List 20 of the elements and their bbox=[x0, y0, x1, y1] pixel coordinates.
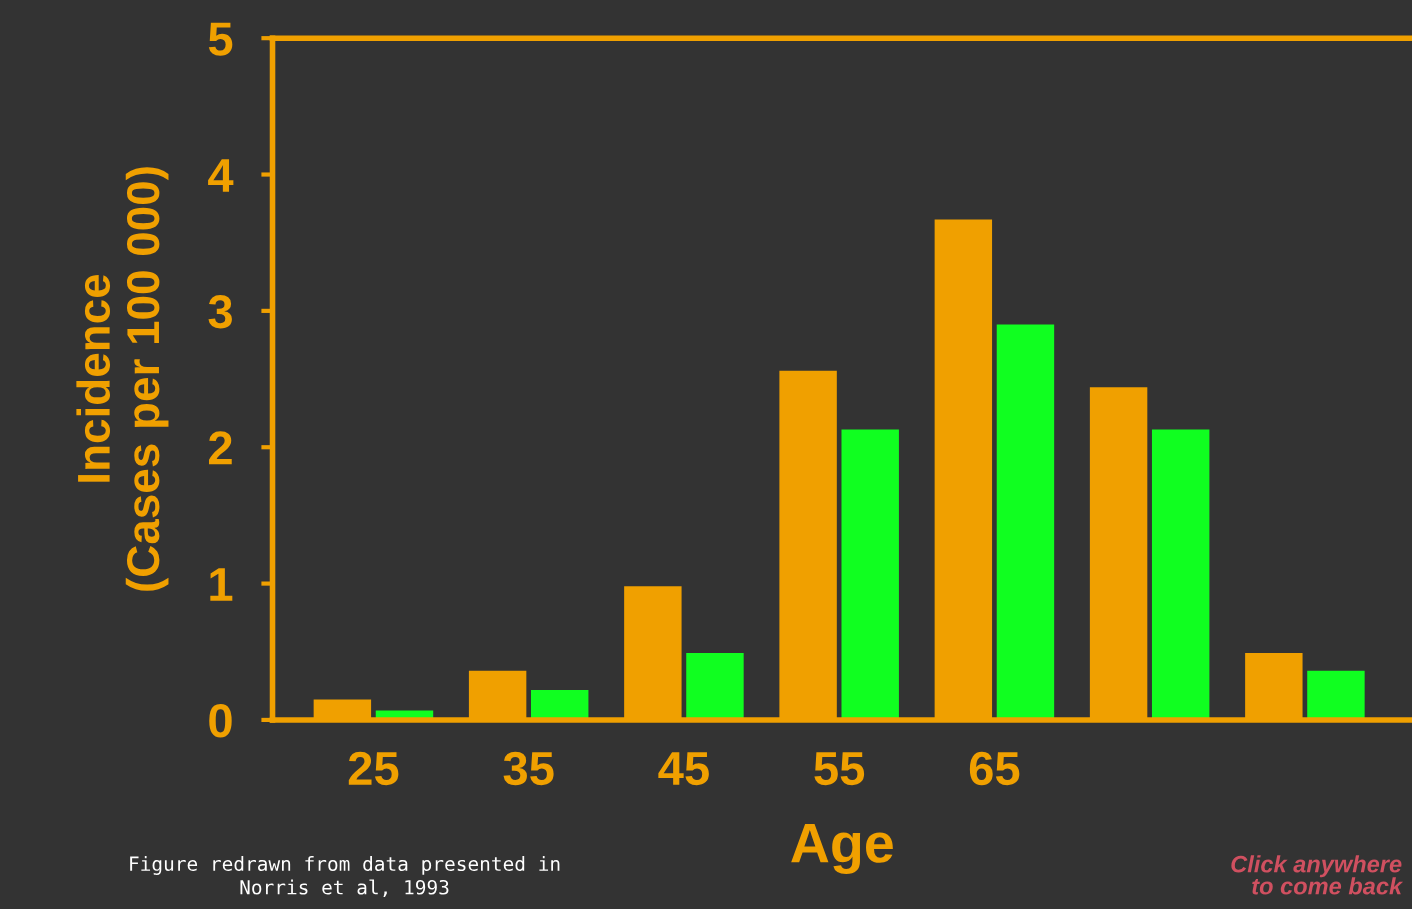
x-tick-label: 65 bbox=[969, 751, 1020, 786]
x-tick-label: 55 bbox=[814, 752, 865, 786]
y-tick-label: 0 bbox=[209, 704, 232, 738]
bar bbox=[686, 653, 744, 720]
text: Figure redrawn from data presented in Norris et al, 1993 bbox=[130, 856, 560, 898]
bar bbox=[841, 429, 899, 720]
y-tick-label: 5 bbox=[208, 22, 233, 56]
y-tick-label: 1 bbox=[210, 568, 233, 601]
x-axis-title: Age bbox=[791, 824, 893, 875]
y-tick-label: 3 bbox=[208, 295, 232, 329]
x-tick-label: 35 bbox=[503, 751, 554, 786]
text: Click anywhere to come back bbox=[1231, 855, 1404, 895]
bar bbox=[996, 324, 1055, 720]
y-tick-label: 2 bbox=[209, 431, 232, 465]
bar bbox=[1307, 670, 1365, 720]
bar bbox=[1151, 429, 1210, 720]
y-axis-title: Incidence (Cases per 100 000) bbox=[76, 167, 169, 591]
x-tick-label: 45 bbox=[658, 752, 709, 786]
y-tick-label: 4 bbox=[208, 159, 234, 192]
x-tick-label: 25 bbox=[348, 751, 399, 786]
